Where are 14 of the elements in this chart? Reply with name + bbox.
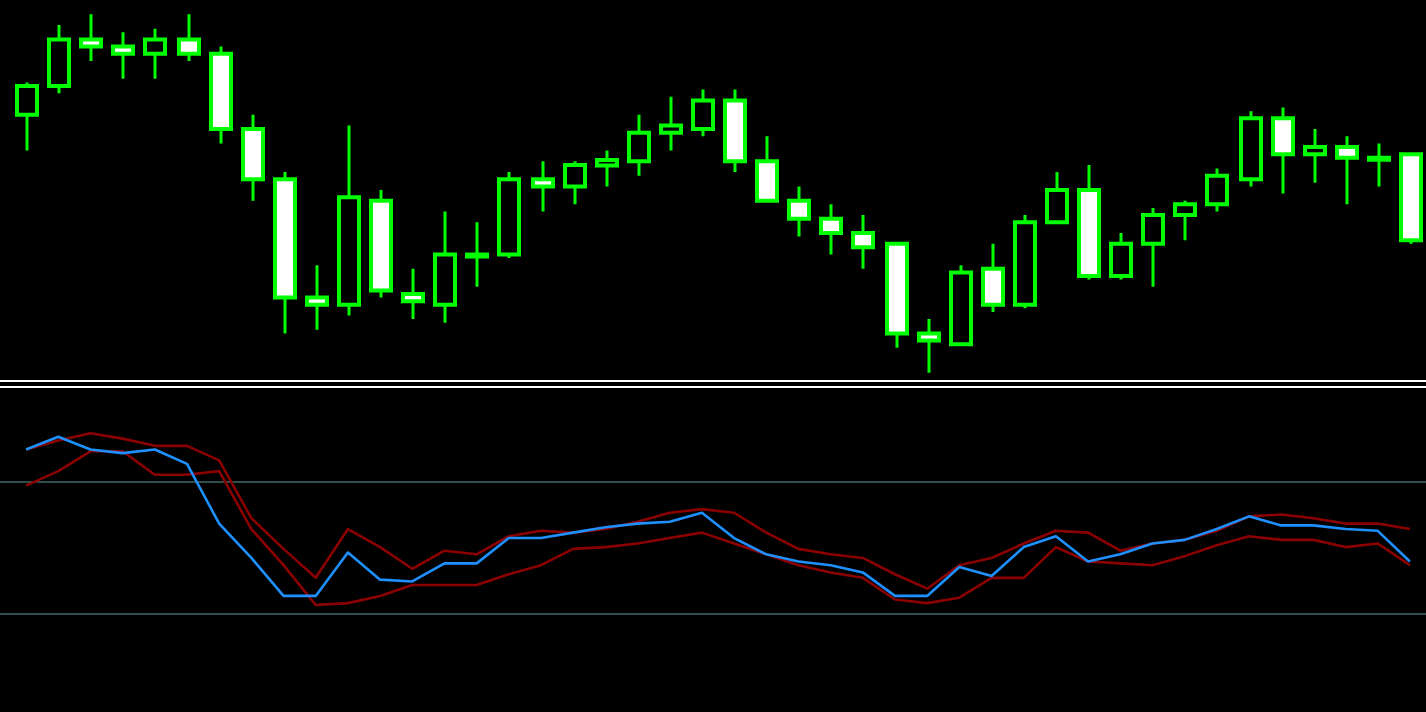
candlestick xyxy=(627,113,651,178)
candlestick xyxy=(563,159,587,206)
candlestick xyxy=(337,123,361,317)
candlestick xyxy=(595,149,619,188)
candlestick xyxy=(659,95,683,153)
candlestick xyxy=(433,210,457,325)
candlestick xyxy=(465,220,489,289)
candlestick xyxy=(47,23,71,95)
candlestick xyxy=(1173,199,1197,242)
candlestick xyxy=(143,27,167,81)
candlestick xyxy=(15,80,39,153)
candlestick xyxy=(1367,141,1391,188)
candlestick xyxy=(1303,127,1327,185)
candlestick xyxy=(1141,206,1165,289)
